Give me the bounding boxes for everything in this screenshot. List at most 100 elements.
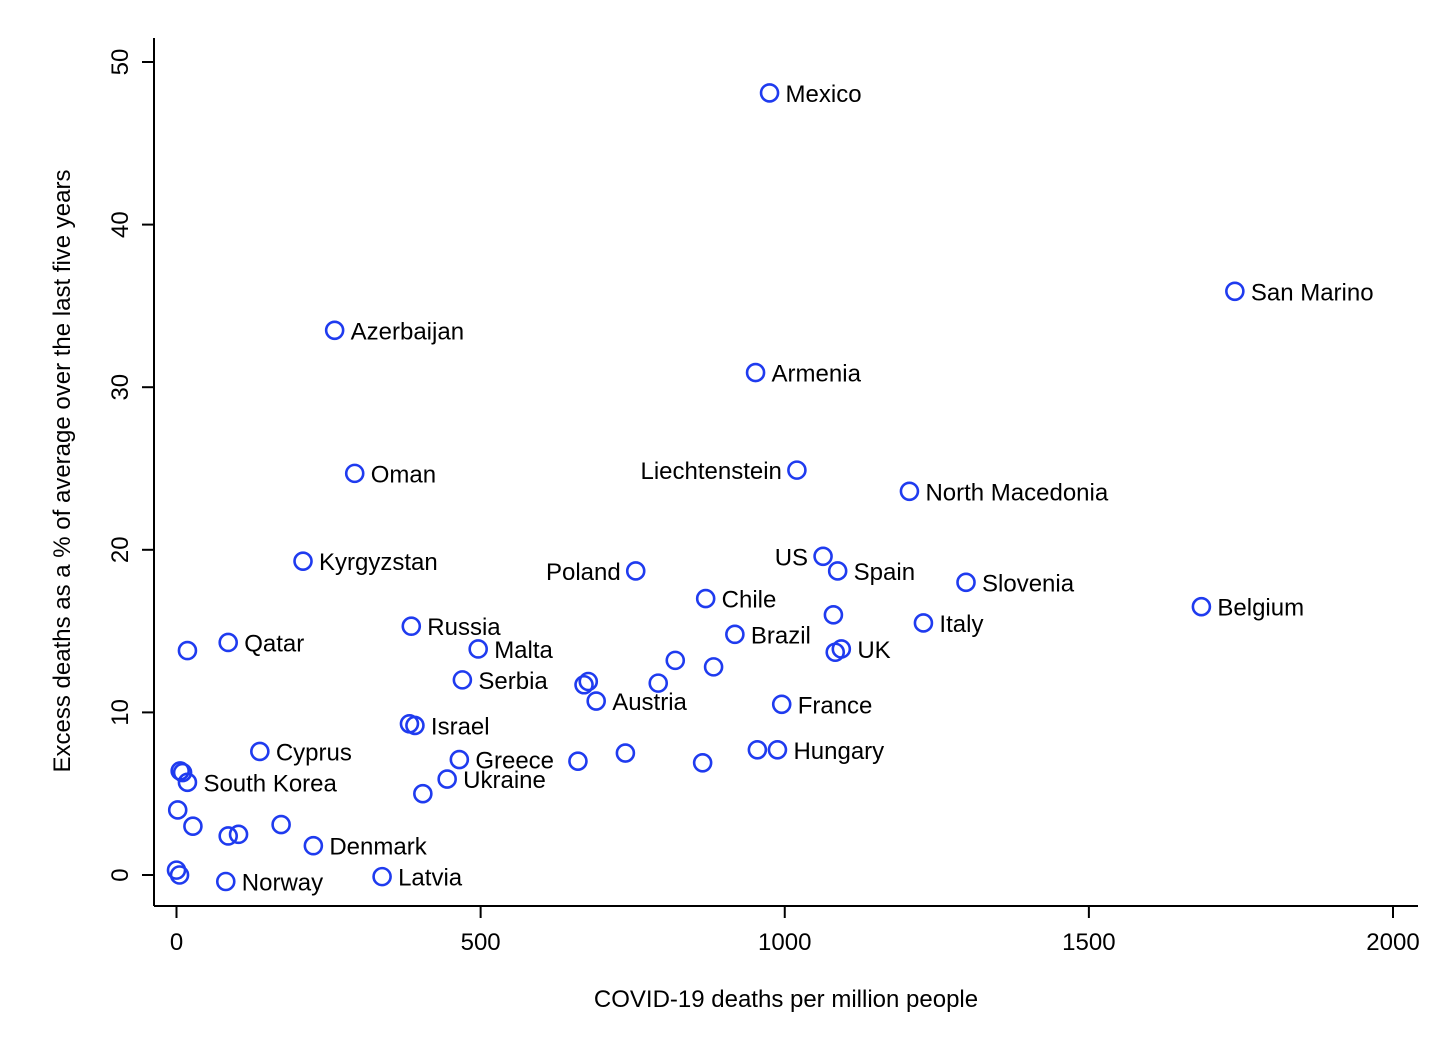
point-label: Chile	[722, 587, 777, 614]
point-label: France	[798, 692, 873, 719]
data-point	[825, 642, 846, 663]
point-label: Greece	[475, 748, 554, 775]
point-label: Liechtenstein	[640, 458, 781, 485]
data-point	[692, 753, 713, 773]
data-point	[625, 561, 646, 581]
x-axis-title: COVID-19 deaths per million people	[594, 986, 978, 1013]
data-point	[437, 769, 457, 789]
data-point	[452, 670, 473, 690]
data-point	[449, 749, 470, 770]
point-label: Kyrgyzstan	[319, 549, 438, 576]
data-point	[303, 835, 324, 856]
point-label: Azerbaijan	[351, 318, 464, 345]
y-tick-label: 30	[107, 374, 134, 401]
point-label: Belgium	[1217, 595, 1304, 622]
data-point	[725, 624, 745, 645]
data-point	[823, 605, 844, 625]
data-point	[665, 650, 686, 671]
data-point	[568, 751, 588, 771]
x-tick-label: 1500	[1062, 929, 1115, 956]
data-point	[228, 824, 249, 845]
point-label: Malta	[494, 637, 553, 664]
data-point	[177, 772, 198, 793]
data-point	[787, 460, 807, 480]
data-point	[250, 741, 270, 762]
data-point	[169, 865, 190, 885]
y-tick-label: 20	[107, 536, 134, 563]
x-axis-ticks: 0 500 1000 1500 2000	[170, 906, 1420, 956]
data-point	[271, 814, 291, 835]
x-tick-label: 2000	[1366, 929, 1419, 956]
data-point	[405, 715, 425, 736]
data-point	[293, 551, 313, 571]
data-point	[813, 546, 833, 567]
data-point	[745, 362, 766, 383]
data-point	[771, 694, 792, 715]
x-tick-label: 1000	[758, 929, 811, 956]
data-point	[578, 671, 599, 692]
point-label: Hungary	[793, 738, 884, 765]
data-point	[827, 561, 848, 581]
y-axis-title: Excess deaths as a % of average over the…	[49, 170, 76, 773]
y-tick-label: 0	[107, 868, 134, 881]
data-point	[956, 572, 976, 593]
data-point	[344, 463, 365, 484]
point-label: San Marino	[1251, 279, 1374, 306]
data-point	[177, 640, 198, 661]
data-point	[899, 481, 920, 502]
y-tick-label: 10	[107, 699, 134, 726]
point-label: Armenia	[772, 361, 862, 388]
point-label: Italy	[939, 611, 983, 638]
data-point	[1191, 596, 1212, 617]
point-label: Mexico	[786, 81, 862, 108]
data-point	[215, 871, 236, 892]
data-point	[695, 588, 716, 609]
y-tick-label: 40	[107, 211, 134, 238]
data-point	[586, 691, 606, 711]
x-tick-label: 0	[170, 929, 183, 956]
point-label: Russia	[427, 614, 501, 641]
data-point	[574, 674, 594, 695]
point-label: Qatar	[244, 630, 304, 657]
data-point	[468, 639, 488, 659]
point-label: Latvia	[398, 865, 463, 892]
point-label: Serbia	[478, 668, 548, 695]
point-label: South Korea	[203, 770, 337, 797]
data-point	[218, 826, 239, 846]
y-axis-ticks: 0 10 20 30 40 50	[107, 49, 154, 882]
x-tick-label: 500	[461, 929, 501, 956]
data-point	[615, 743, 636, 763]
data-point	[401, 616, 422, 637]
data-point	[183, 816, 203, 837]
data-point	[413, 783, 433, 804]
data-points: Mexico San Marino Azerbaijan Armenia Liechte…	[166, 81, 1374, 897]
data-point	[167, 800, 188, 820]
point-label: Norway	[242, 870, 323, 897]
point-label: Oman	[371, 461, 436, 488]
point-label: Austria	[612, 689, 687, 716]
point-label: Denmark	[329, 834, 427, 861]
point-label: US	[775, 544, 808, 571]
data-point	[648, 673, 669, 693]
point-label: Cyprus	[276, 739, 352, 766]
data-point	[913, 613, 934, 633]
data-point	[767, 739, 788, 760]
data-point	[747, 739, 768, 760]
data-point	[1225, 281, 1245, 302]
data-point	[703, 657, 724, 677]
point-label: Ukraine	[463, 767, 546, 794]
point-label: Slovenia	[982, 570, 1075, 597]
data-point	[759, 83, 780, 103]
point-label: Israel	[431, 713, 490, 740]
data-point	[324, 320, 345, 341]
data-point	[372, 866, 392, 887]
data-point	[172, 762, 193, 783]
point-label: Spain	[854, 559, 915, 586]
point-label: UK	[857, 637, 890, 664]
y-tick-label: 50	[107, 49, 134, 76]
point-label: Poland	[546, 559, 621, 586]
point-label: North Macedonia	[925, 479, 1108, 506]
data-point	[218, 632, 239, 653]
point-label: Brazil	[751, 622, 811, 649]
